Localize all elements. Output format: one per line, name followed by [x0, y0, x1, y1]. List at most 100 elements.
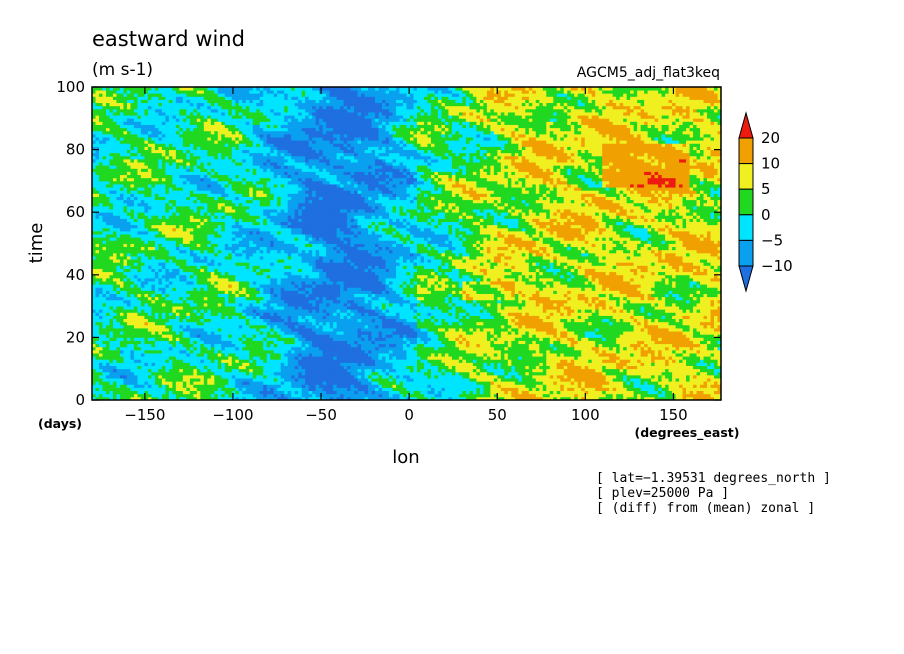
heatmap-cell	[690, 375, 694, 379]
heatmap-cell	[648, 350, 652, 354]
heatmap-cell	[462, 347, 466, 351]
heatmap-cell	[553, 350, 557, 354]
heatmap-cell	[672, 334, 676, 338]
heatmap-cell	[249, 356, 253, 360]
heatmap-cell	[368, 325, 372, 329]
heatmap-cell	[106, 394, 110, 398]
heatmap-cell	[634, 325, 638, 329]
heatmap-cell	[532, 356, 536, 360]
heatmap-cell	[267, 359, 271, 363]
heatmap-cell	[641, 394, 645, 398]
heatmap-cell	[340, 328, 344, 332]
heatmap-cell	[375, 328, 379, 332]
heatmap-cell	[427, 384, 431, 388]
heatmap-cell	[690, 334, 694, 338]
heatmap-cell	[134, 325, 138, 329]
heatmap-cell	[672, 359, 676, 363]
heatmap-cell	[193, 391, 197, 395]
heatmap-cell	[571, 372, 575, 376]
heatmap-cell	[413, 328, 417, 332]
heatmap-cell	[183, 378, 187, 382]
heatmap-cell	[711, 384, 715, 388]
heatmap-cell	[347, 391, 351, 395]
heatmap-cell	[120, 362, 124, 366]
heatmap-cell	[176, 331, 180, 335]
heatmap-cell	[246, 391, 250, 395]
heatmap-cell	[134, 331, 138, 335]
heatmap-cell	[697, 319, 701, 323]
heatmap-cell	[497, 353, 501, 357]
heatmap-cell	[690, 362, 694, 366]
heatmap-cell	[473, 341, 477, 345]
heatmap-cell	[641, 337, 645, 341]
heatmap-cell	[578, 331, 582, 335]
heatmap-cell	[679, 366, 683, 370]
heatmap-cell	[326, 312, 330, 316]
heatmap-cell	[676, 347, 680, 351]
heatmap-cell	[386, 366, 390, 370]
heatmap-cell	[389, 347, 393, 351]
heatmap-cell	[249, 344, 253, 348]
heatmap-cell	[330, 359, 334, 363]
heatmap-cell	[263, 369, 267, 373]
heatmap-cell	[102, 378, 106, 382]
heatmap-cell	[116, 391, 120, 395]
heatmap-cell	[200, 331, 204, 335]
heatmap-cell	[312, 334, 316, 338]
heatmap-cell	[396, 315, 400, 319]
heatmap-cell	[141, 394, 145, 398]
heatmap-cell	[581, 366, 585, 370]
heatmap-cell	[106, 315, 110, 319]
heatmap-cell	[655, 369, 659, 373]
heatmap-cell	[431, 344, 435, 348]
heatmap-cell	[403, 394, 407, 398]
heatmap-cell	[704, 315, 708, 319]
heatmap-cell	[543, 391, 547, 395]
heatmap-cell	[602, 341, 606, 345]
heatmap-cell	[214, 378, 218, 382]
heatmap-cell	[707, 347, 711, 351]
heatmap-cell	[606, 350, 610, 354]
heatmap-cell	[707, 387, 711, 391]
heatmap-cell	[197, 319, 201, 323]
heatmap-cell	[400, 344, 404, 348]
heatmap-cell	[347, 334, 351, 338]
heatmap-cell	[630, 391, 634, 395]
heatmap-cell	[190, 384, 194, 388]
heatmap-cell	[340, 353, 344, 357]
heatmap-cell	[550, 322, 554, 326]
heatmap-cell	[235, 394, 239, 398]
heatmap-cell	[155, 344, 159, 348]
heatmap-cell	[200, 362, 204, 366]
heatmap-cell	[309, 375, 313, 379]
heatmap-cell	[637, 372, 641, 376]
heatmap-cell	[291, 334, 295, 338]
heatmap-cell	[263, 394, 267, 398]
heatmap-cell	[99, 315, 103, 319]
heatmap-cell	[480, 341, 484, 345]
heatmap-cell	[525, 319, 529, 323]
heatmap-cell	[578, 319, 582, 323]
heatmap-cell	[700, 347, 704, 351]
heatmap-cell	[445, 375, 449, 379]
heatmap-cell	[400, 362, 404, 366]
heatmap-cell	[197, 362, 201, 366]
heatmap-cell	[536, 337, 540, 341]
heatmap-cell	[256, 394, 260, 398]
heatmap-cell	[690, 384, 694, 388]
heatmap-cell	[288, 394, 292, 398]
heatmap-cell	[393, 378, 397, 382]
heatmap-cell	[186, 337, 190, 341]
heatmap-cell	[665, 391, 669, 395]
heatmap-cell	[295, 387, 299, 391]
heatmap-cell	[337, 366, 341, 370]
heatmap-cell	[319, 328, 323, 332]
heatmap-cell	[658, 362, 662, 366]
heatmap-cell	[274, 353, 278, 357]
heatmap-cell	[599, 387, 603, 391]
heatmap-cell	[665, 347, 669, 351]
heatmap-cell	[298, 356, 302, 360]
heatmap-cell	[627, 366, 631, 370]
heatmap-cell	[379, 350, 383, 354]
heatmap-cell	[354, 344, 358, 348]
